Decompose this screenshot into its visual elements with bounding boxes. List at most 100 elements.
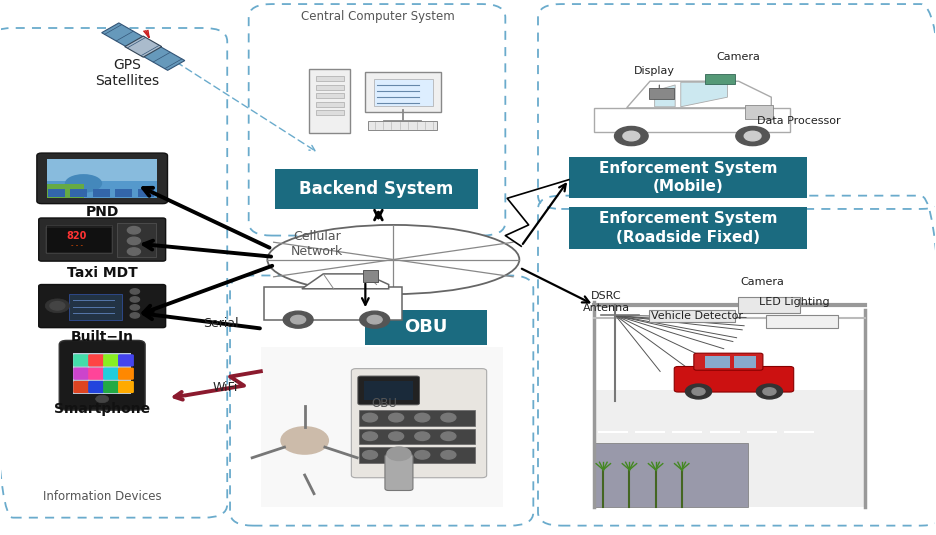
FancyBboxPatch shape	[364, 381, 413, 400]
Circle shape	[362, 414, 377, 422]
FancyBboxPatch shape	[47, 185, 84, 198]
Text: Cellular
Network: Cellular Network	[291, 230, 343, 257]
FancyBboxPatch shape	[88, 368, 104, 380]
Circle shape	[130, 305, 139, 310]
FancyBboxPatch shape	[118, 354, 134, 366]
FancyBboxPatch shape	[138, 189, 154, 197]
FancyBboxPatch shape	[594, 443, 748, 507]
Circle shape	[359, 311, 389, 328]
Polygon shape	[302, 274, 388, 289]
FancyBboxPatch shape	[68, 294, 122, 320]
Text: PND: PND	[85, 204, 119, 219]
FancyBboxPatch shape	[594, 390, 865, 507]
FancyBboxPatch shape	[365, 72, 441, 112]
Text: OBU: OBU	[379, 381, 399, 390]
FancyBboxPatch shape	[103, 381, 119, 393]
FancyBboxPatch shape	[315, 85, 344, 90]
Circle shape	[441, 432, 456, 440]
FancyBboxPatch shape	[70, 189, 87, 197]
Circle shape	[362, 450, 377, 459]
Text: LED Lighting: LED Lighting	[759, 297, 830, 307]
Text: OBU: OBU	[371, 397, 397, 410]
Text: Camera: Camera	[717, 52, 761, 62]
Circle shape	[130, 297, 139, 302]
FancyBboxPatch shape	[385, 454, 413, 491]
FancyBboxPatch shape	[358, 429, 475, 444]
Circle shape	[45, 299, 69, 313]
Circle shape	[615, 126, 648, 146]
Text: Information Devices: Information Devices	[43, 490, 162, 503]
Polygon shape	[139, 44, 184, 70]
FancyBboxPatch shape	[358, 410, 475, 425]
Text: Display: Display	[635, 66, 675, 75]
FancyBboxPatch shape	[674, 366, 794, 392]
FancyBboxPatch shape	[38, 218, 166, 261]
Circle shape	[291, 316, 306, 324]
FancyBboxPatch shape	[315, 102, 344, 107]
Circle shape	[50, 302, 65, 310]
Polygon shape	[680, 82, 727, 107]
FancyBboxPatch shape	[649, 310, 735, 322]
Circle shape	[127, 248, 140, 255]
FancyBboxPatch shape	[88, 381, 104, 393]
Circle shape	[387, 447, 411, 461]
FancyBboxPatch shape	[766, 315, 838, 327]
FancyBboxPatch shape	[649, 88, 674, 99]
FancyBboxPatch shape	[738, 297, 800, 314]
FancyBboxPatch shape	[115, 189, 132, 197]
Text: OBU: OBU	[404, 318, 447, 337]
FancyBboxPatch shape	[47, 159, 157, 181]
Polygon shape	[626, 81, 771, 108]
Polygon shape	[124, 36, 162, 57]
Text: Central Computer System: Central Computer System	[300, 10, 454, 23]
FancyBboxPatch shape	[362, 270, 378, 282]
Text: Backend System: Backend System	[300, 180, 454, 198]
Text: Camera: Camera	[740, 278, 784, 287]
Text: DSRC
Antenna: DSRC Antenna	[582, 291, 630, 313]
Text: WiFi: WiFi	[212, 381, 238, 394]
Circle shape	[441, 450, 456, 459]
FancyBboxPatch shape	[103, 354, 119, 366]
FancyBboxPatch shape	[569, 208, 807, 249]
Circle shape	[388, 432, 403, 440]
Circle shape	[362, 432, 377, 440]
FancyBboxPatch shape	[47, 159, 157, 198]
FancyBboxPatch shape	[310, 69, 350, 133]
Text: - - -: - - -	[71, 242, 83, 248]
Polygon shape	[594, 108, 790, 132]
Circle shape	[623, 131, 639, 141]
FancyBboxPatch shape	[705, 74, 735, 85]
Circle shape	[388, 450, 403, 459]
FancyBboxPatch shape	[365, 310, 487, 345]
FancyBboxPatch shape	[37, 153, 168, 204]
FancyBboxPatch shape	[93, 189, 110, 197]
Polygon shape	[102, 23, 148, 49]
Circle shape	[736, 126, 769, 146]
Circle shape	[130, 313, 139, 318]
Circle shape	[415, 432, 430, 440]
FancyBboxPatch shape	[261, 347, 504, 507]
FancyBboxPatch shape	[358, 376, 419, 405]
FancyBboxPatch shape	[118, 381, 134, 393]
Circle shape	[441, 414, 456, 422]
Circle shape	[415, 414, 430, 422]
FancyBboxPatch shape	[117, 223, 156, 257]
Circle shape	[127, 226, 140, 234]
Circle shape	[415, 450, 430, 459]
FancyBboxPatch shape	[358, 447, 475, 463]
Circle shape	[282, 427, 328, 454]
Text: Vehicle Detector: Vehicle Detector	[651, 311, 742, 322]
Text: GPS
Satellites: GPS Satellites	[95, 58, 159, 88]
Ellipse shape	[65, 174, 102, 193]
FancyBboxPatch shape	[368, 121, 437, 129]
Text: Enforcement System
(Roadside Fixed): Enforcement System (Roadside Fixed)	[598, 211, 777, 245]
Text: Smartphone: Smartphone	[54, 402, 151, 416]
Text: Built−In: Built−In	[71, 330, 134, 343]
FancyBboxPatch shape	[734, 356, 756, 368]
FancyBboxPatch shape	[59, 340, 145, 410]
FancyBboxPatch shape	[88, 354, 104, 366]
Text: Serial: Serial	[203, 317, 239, 330]
Circle shape	[685, 384, 711, 399]
FancyBboxPatch shape	[118, 368, 134, 380]
FancyBboxPatch shape	[694, 353, 763, 370]
